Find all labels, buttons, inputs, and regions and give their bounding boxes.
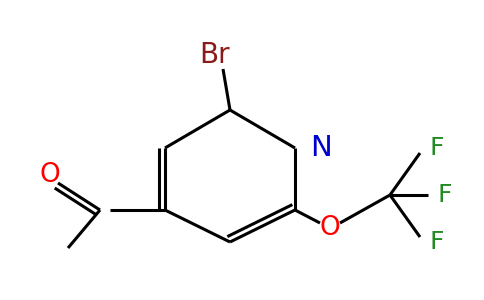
Text: F: F bbox=[430, 136, 444, 160]
Text: O: O bbox=[319, 215, 340, 241]
Text: F: F bbox=[438, 183, 453, 207]
Text: Br: Br bbox=[200, 41, 230, 69]
Text: O: O bbox=[40, 162, 60, 188]
Text: N: N bbox=[310, 134, 332, 162]
Text: F: F bbox=[430, 230, 444, 254]
